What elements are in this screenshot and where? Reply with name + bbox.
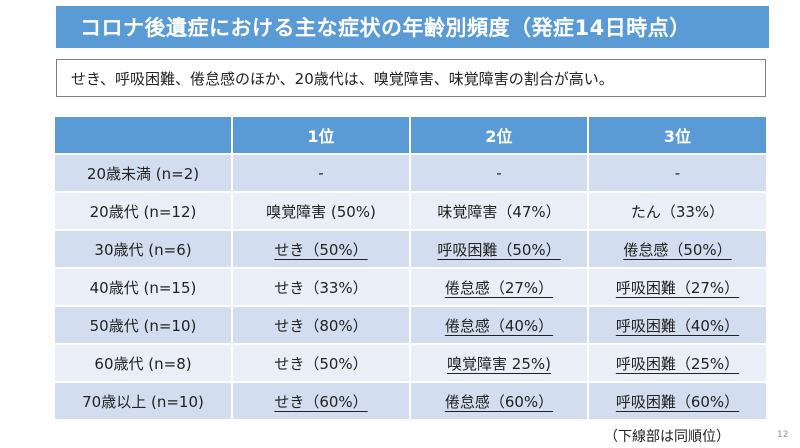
table-row: 30歳代 (n=6) せき（50%） 呼吸困難（50%） 倦怠感（50%） [55, 230, 768, 269]
symptom-text: 倦怠感（50%） [623, 240, 732, 259]
age-group-cell: 50歳代 (n=10) [55, 306, 233, 345]
table-row: 60歳代 (n=8) せき（50%） 嗅覚障害 25%) 呼吸困難（25%） [55, 344, 768, 383]
symptom-text: 倦怠感（27%） [444, 278, 554, 297]
summary-text: せき、呼吸困難、倦怠感のほか、20歳代は、嗅覚障害、味覚障害の割合が高い。 [71, 69, 614, 88]
rank-1-cell: せき（80%） [232, 306, 411, 345]
header-rank-2: 2位 [410, 117, 589, 155]
symptom-text: 呼吸困難（40%） [615, 316, 740, 335]
rank-1-cell: せき（33%） [232, 268, 411, 307]
summary-box: せき、呼吸困難、倦怠感のほか、20歳代は、嗅覚障害、味覚障害の割合が高い。 [56, 59, 766, 97]
symptom-text: せき（60%） [274, 392, 368, 411]
rank-2-cell: 倦怠感（60%） [410, 382, 589, 421]
header-rank-3: 3位 [588, 117, 768, 155]
rank-3-cell: たん（33%） [588, 192, 768, 231]
table-header-row: 1位 2位 3位 [55, 117, 768, 155]
symptom-text: せき（80%） [274, 316, 368, 335]
rank-3-cell: 呼吸困難（25%） [588, 344, 768, 383]
symptom-text: 倦怠感（40%） [444, 316, 554, 335]
page-title: コロナ後遺症における主な症状の年齢別頻度（発症14日時点） [80, 16, 691, 40]
rank-2-cell: 嗅覚障害 25%) [410, 344, 589, 383]
age-group-cell: 20歳未満 (n=2) [55, 154, 233, 193]
rank-2-cell: 倦怠感（40%） [410, 306, 589, 345]
title-banner: コロナ後遺症における主な症状の年齢別頻度（発症14日時点） [56, 6, 769, 48]
rank-3-cell: 呼吸困難（60%） [588, 382, 768, 421]
table-body: 20歳未満 (n=2) - - - 20歳代 (n=12) 嗅覚障害 (50%) 味覚障害（… [55, 154, 768, 421]
header-rank-1: 1位 [232, 117, 411, 155]
age-group-cell: 60歳代 (n=8) [55, 344, 233, 383]
symptom-text: せき（50%） [274, 240, 368, 259]
symptom-text: 倦怠感（60%） [444, 392, 554, 411]
symptom-text: - [674, 164, 681, 182]
symptom-text: たん（33%） [630, 202, 725, 221]
table-row: 40歳代 (n=15) せき（33%） 倦怠感（27%） 呼吸困難（27%） [55, 268, 768, 307]
table-row: 20歳代 (n=12) 嗅覚障害 (50%) 味覚障害（47%） たん（33%） [55, 192, 768, 231]
symptom-text: 呼吸困難（50%） [437, 240, 561, 259]
table-row: 50歳代 (n=10) せき（80%） 倦怠感（40%） 呼吸困難（40%） [55, 306, 768, 345]
rank-1-cell: せき（50%） [232, 230, 411, 269]
symptom-text: 味覚障害（47%） [437, 202, 561, 221]
rank-3-cell: - [588, 154, 768, 193]
symptom-frequency-table: 1位 2位 3位 20歳未満 (n=2) - - - 20歳代 (n=12) 嗅覚障害 (… [55, 117, 768, 421]
symptom-text: - [318, 164, 324, 182]
symptom-text: 呼吸困難（25%） [615, 354, 740, 373]
rank-2-cell: 味覚障害（47%） [410, 192, 589, 231]
symptom-text: 呼吸困難（27%） [615, 278, 740, 297]
footnote: （下線部は同順位） [604, 429, 730, 445]
rank-3-cell: 倦怠感（50%） [588, 230, 768, 269]
rank-2-cell: - [410, 154, 589, 193]
age-group-cell: 40歳代 (n=15) [55, 268, 233, 307]
page-number: 12 [777, 430, 789, 440]
header-corner [55, 117, 233, 155]
rank-3-cell: 呼吸困難（27%） [588, 268, 768, 307]
rank-1-cell: 嗅覚障害 (50%) [232, 192, 411, 231]
rank-3-cell: 呼吸困難（40%） [588, 306, 768, 345]
age-group-cell: 30歳代 (n=6) [55, 230, 233, 269]
symptom-text: - [496, 164, 502, 182]
rank-1-cell: せき（60%） [232, 382, 411, 421]
symptom-text: せき（50%） [274, 354, 368, 373]
table-row: 70歳以上 (n=10) せき（60%） 倦怠感（60%） 呼吸困難（60%） [55, 382, 768, 421]
rank-1-cell: - [232, 154, 411, 193]
symptom-text: 嗅覚障害 (50%) [266, 202, 376, 221]
symptom-text: 嗅覚障害 25%) [447, 354, 551, 373]
symptom-text: 呼吸困難（60%） [615, 392, 740, 411]
rank-2-cell: 呼吸困難（50%） [410, 230, 589, 269]
symptom-text: せき（33%） [274, 278, 368, 297]
rank-2-cell: 倦怠感（27%） [410, 268, 589, 307]
rank-1-cell: せき（50%） [232, 344, 411, 383]
table-row: 20歳未満 (n=2) - - - [55, 154, 768, 193]
age-group-cell: 70歳以上 (n=10) [55, 382, 233, 421]
age-group-cell: 20歳代 (n=12) [55, 192, 233, 231]
